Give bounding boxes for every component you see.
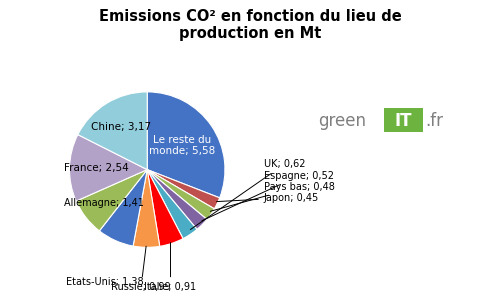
Wedge shape <box>147 170 220 209</box>
FancyBboxPatch shape <box>384 108 422 132</box>
Wedge shape <box>76 170 147 231</box>
Wedge shape <box>133 170 160 247</box>
Text: Allemagne; 1,41: Allemagne; 1,41 <box>64 198 144 208</box>
Wedge shape <box>147 170 207 229</box>
Wedge shape <box>147 92 225 198</box>
Wedge shape <box>147 170 214 219</box>
Wedge shape <box>147 170 183 246</box>
Text: Japon; 0,45: Japon; 0,45 <box>216 193 319 203</box>
Text: Pays bas; 0,48: Pays bas; 0,48 <box>210 182 334 211</box>
Wedge shape <box>78 92 147 170</box>
Text: France; 2,54: France; 2,54 <box>64 163 129 173</box>
Text: Russie; 0,99: Russie; 0,99 <box>111 246 171 292</box>
Text: Espagne; 0,52: Espagne; 0,52 <box>202 171 334 221</box>
Text: UK; 0,62: UK; 0,62 <box>190 159 306 230</box>
Text: Italie; 0,91: Italie; 0,91 <box>144 243 197 292</box>
Text: Chine; 3,17: Chine; 3,17 <box>90 122 151 132</box>
Text: Le reste du
monde; 5,58: Le reste du monde; 5,58 <box>150 135 216 156</box>
Wedge shape <box>70 135 147 201</box>
Wedge shape <box>147 170 197 239</box>
Text: IT: IT <box>394 111 412 130</box>
Text: .fr: .fr <box>425 111 444 130</box>
Text: Etats-Unis; 1,38: Etats-Unis; 1,38 <box>66 277 144 287</box>
Wedge shape <box>100 170 147 246</box>
Text: green: green <box>318 111 366 130</box>
Text: Emissions CO² en fonction du lieu de
production en Mt: Emissions CO² en fonction du lieu de pro… <box>98 9 402 41</box>
